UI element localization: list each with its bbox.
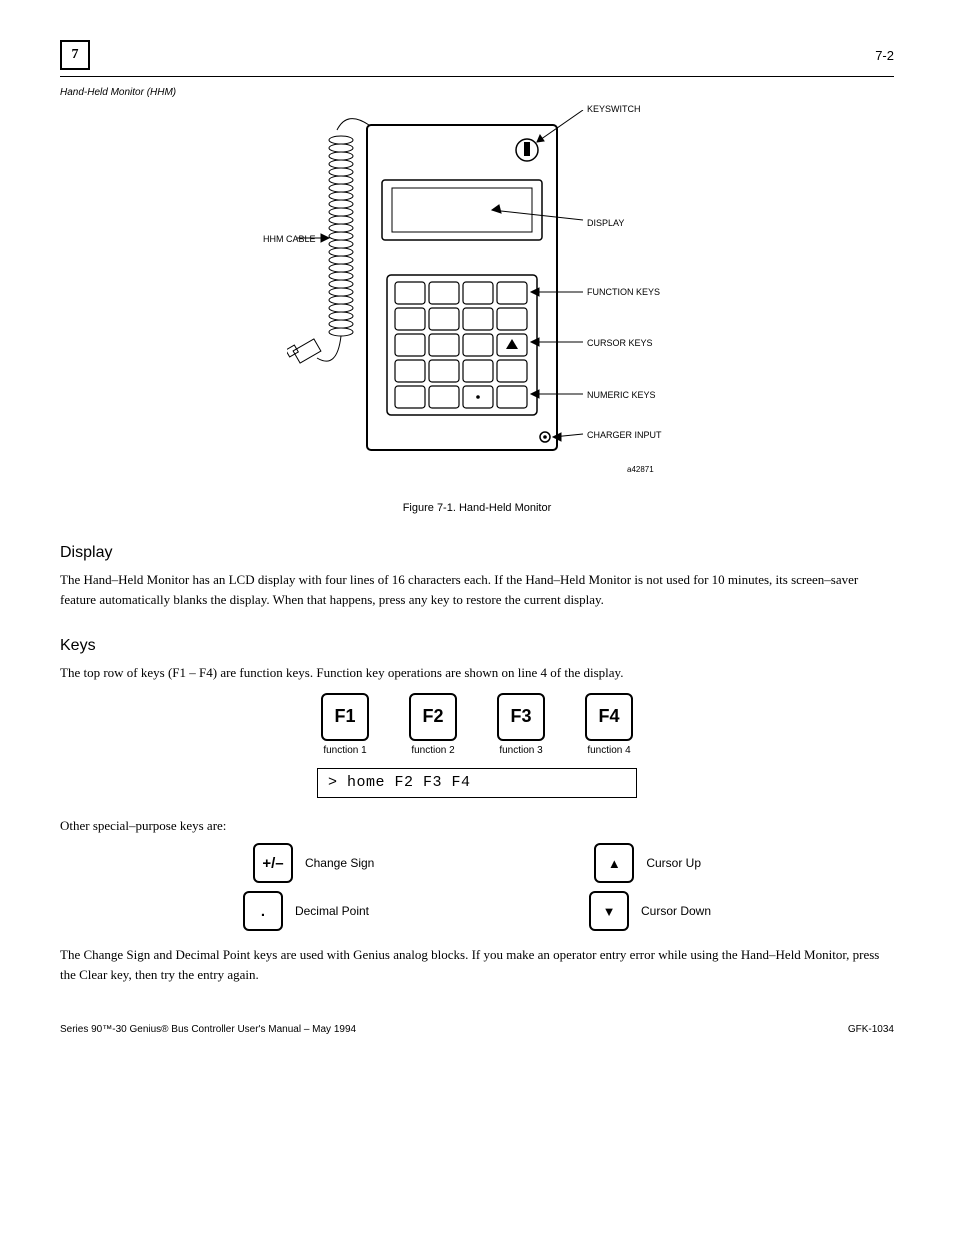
label-change-sign: Change Sign (305, 856, 374, 870)
section-keys-heading: Keys (60, 637, 894, 655)
figure-caption: Figure 7-1. Hand-Held Monitor (403, 502, 552, 514)
key-f4: F4 (585, 693, 633, 741)
callout-cable: HHM CABLE (263, 234, 316, 244)
key-decimal: . (243, 891, 283, 931)
header-subtitle: Hand-Held Monitor (HHM) (60, 87, 894, 98)
key-f2: F2 (409, 693, 457, 741)
callout-charger: CHARGER INPUT (587, 430, 662, 440)
label-f3: function 3 (497, 745, 545, 756)
key-f3: F3 (497, 693, 545, 741)
callout-funckeys: FUNCTION KEYS (587, 287, 660, 297)
label-f1: function 1 (321, 745, 369, 756)
hhm-figure: KEYSWITCH DISPLAY HHM CABLE FUNCTION KEY… (60, 110, 894, 490)
key-cursor-up (594, 843, 634, 883)
callout-keyswitch: KEYSWITCH (587, 104, 641, 114)
label-decimal: Decimal Point (295, 904, 369, 918)
key-f1: F1 (321, 693, 369, 741)
section-display-text: The Hand–Held Monitor has an LCD display… (60, 570, 894, 609)
cursor-down-col: Cursor Down (589, 891, 711, 931)
page: 7 7-2 Hand-Held Monitor (HHM) KEYSWITCH … (0, 0, 954, 1095)
hhm-figure-wrap: KEYSWITCH DISPLAY HHM CABLE FUNCTION KEY… (287, 110, 667, 490)
footer-left: Series 90™-30 Genius® Bus Controller Use… (60, 1024, 356, 1035)
chapter-box: 7 (60, 40, 90, 70)
callout-numkeys: NUMERIC KEYS (587, 390, 656, 400)
callout-ref: a42871 (627, 465, 654, 474)
cursor-up-col: Cursor Up (594, 843, 701, 883)
callout-cursorkeys: CURSOR KEYS (587, 338, 653, 348)
special-keys-row2: . Decimal Point Cursor Down (60, 891, 894, 931)
section-keys-intro: The top row of keys (F1 – F4) are functi… (60, 663, 894, 683)
change-sign-col: +/– Change Sign (253, 843, 374, 883)
label-f4: function 4 (585, 745, 633, 756)
key-cursor-down (589, 891, 629, 931)
page-ref: 7-2 (875, 48, 894, 63)
label-cursor-up: Cursor Up (646, 856, 701, 870)
special-keys-intro: Other special–purpose keys are: (60, 816, 894, 836)
special-keys-row1: +/– Change Sign Cursor Up (60, 843, 894, 883)
label-f2: function 2 (409, 745, 457, 756)
decimal-col: . Decimal Point (243, 891, 369, 931)
section-display-heading: Display (60, 544, 894, 562)
chapter-number: 7 (72, 47, 79, 63)
special-keys-note: The Change Sign and Decimal Point keys a… (60, 945, 894, 984)
label-cursor-down: Cursor Down (641, 904, 711, 918)
function-key-row: F1 F2 F3 F4 (60, 693, 894, 741)
key-change-sign: +/– (253, 843, 293, 883)
page-footer: Series 90™-30 Genius® Bus Controller Use… (60, 1024, 894, 1035)
lcd-line4-text: > home F2 F3 F4 (328, 774, 471, 791)
lcd-line4: > home F2 F3 F4 (317, 768, 637, 798)
function-key-labels: function 1 function 2 function 3 functio… (60, 745, 894, 756)
footer-right: GFK-1034 (848, 1024, 894, 1035)
callout-display: DISPLAY (587, 218, 624, 228)
page-header: 7 7-2 (60, 40, 894, 77)
